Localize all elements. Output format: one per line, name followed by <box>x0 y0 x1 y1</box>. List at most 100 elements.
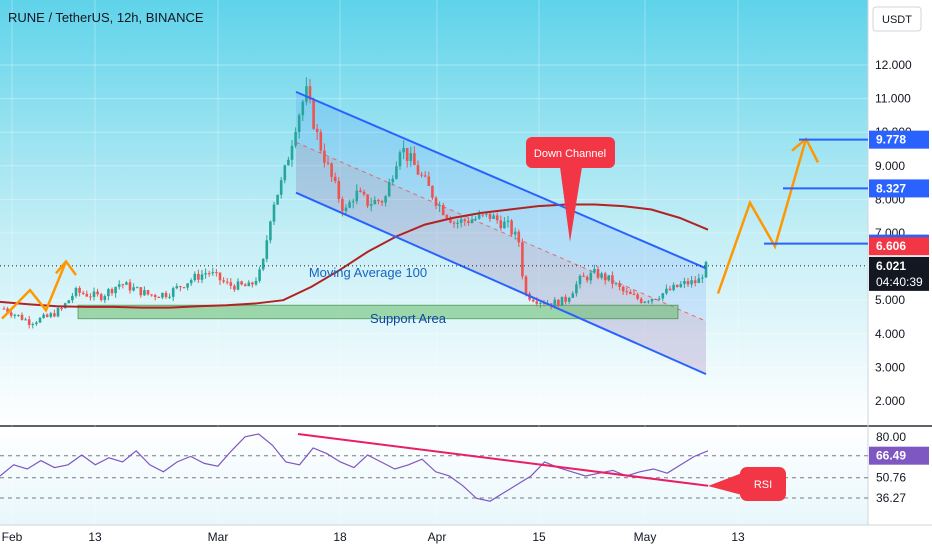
candle-body-50 <box>182 287 186 289</box>
support-zone-rect <box>77 304 679 320</box>
ma-100-line <box>0 203 709 309</box>
rsi-level-label-0: 80.00 <box>876 430 906 444</box>
candle-body-89 <box>323 150 326 163</box>
candle-body-108 <box>391 178 395 183</box>
candle-body-142 <box>513 231 517 235</box>
candle-body-70 <box>254 280 258 285</box>
candle-body-128 <box>463 219 467 222</box>
price-label-box-0 <box>869 130 929 149</box>
candle-body-53 <box>193 273 197 281</box>
candle-body-173 <box>625 291 629 293</box>
candle-body-6 <box>24 319 27 321</box>
candle-body-40 <box>146 290 150 295</box>
candle-body-36 <box>132 287 135 291</box>
candle-body-24 <box>89 296 92 298</box>
rsi-line <box>0 433 709 502</box>
countdown-label: 04:40:39 <box>876 275 923 289</box>
candle-body-161 <box>582 275 585 277</box>
candle-body-98 <box>355 190 359 202</box>
candle-body-30 <box>110 289 114 294</box>
candle-body-137 <box>495 215 499 221</box>
candle-body-194 <box>701 277 704 279</box>
candle-body-73 <box>265 240 269 259</box>
candle-body-67 <box>243 284 247 287</box>
candle-body-61 <box>222 280 225 282</box>
candle-body-166 <box>600 273 603 278</box>
candle-body-19 <box>71 295 74 301</box>
candle-body-74 <box>269 221 272 241</box>
candle-body-38 <box>139 287 143 296</box>
candle-body-32 <box>117 284 121 287</box>
candle-body-94 <box>341 199 344 212</box>
rsi-trendline <box>297 432 709 487</box>
candle-body-107 <box>387 182 391 197</box>
price-tick-label-1: 11.000 <box>875 92 911 106</box>
candle-body-133 <box>481 214 485 216</box>
candle-body-183 <box>661 293 665 299</box>
time-tick-label-5: 15 <box>532 530 546 544</box>
candle-body-190 <box>686 281 690 285</box>
currency-button[interactable]: USDT <box>872 6 922 32</box>
candle-body-126 <box>456 222 459 224</box>
time-tick-label-2: Mar <box>208 530 229 544</box>
candle-body-140 <box>506 220 510 222</box>
candle-body-78 <box>283 165 287 181</box>
price-label-box-1 <box>869 179 929 198</box>
candle-body-43 <box>157 297 161 299</box>
moving-average-label: Moving Average 100 <box>309 265 427 280</box>
candle-body-176 <box>636 294 639 299</box>
candle-body-41 <box>150 294 153 296</box>
candle-body-113 <box>409 153 413 161</box>
left-projection-arrow <box>1 261 68 320</box>
candle-body-130 <box>470 219 474 223</box>
candle-body-59 <box>215 272 218 274</box>
channel-lower-line <box>295 191 707 376</box>
candle-body-109 <box>395 166 398 179</box>
candle-body-65 <box>236 281 240 290</box>
candle-body-37 <box>135 287 139 289</box>
candle-body-101 <box>366 194 369 206</box>
price-label-box-4 <box>869 256 929 291</box>
candle-body-26 <box>96 291 99 295</box>
candle-body-115 <box>416 165 420 175</box>
candle-body-125 <box>452 222 456 224</box>
candle-body-72 <box>261 258 265 270</box>
candle-body-178 <box>643 301 647 303</box>
candle-body-170 <box>614 283 618 285</box>
target-lines <box>764 138 868 245</box>
candle-body-154 <box>557 299 560 306</box>
candle-body-31 <box>114 286 117 294</box>
price-label-3: 6.606 <box>876 239 906 253</box>
candle-body-25 <box>92 291 96 297</box>
candle-body-85 <box>308 86 312 100</box>
candle-body-117 <box>423 175 427 177</box>
candle-body-100 <box>362 191 366 195</box>
time-axis: Feb 13 Mar 18 Apr 15 May 13 <box>0 524 932 550</box>
candle-body-191 <box>690 280 693 285</box>
price-tick-label-3: 9.000 <box>875 159 905 173</box>
candle-body-21 <box>78 287 81 293</box>
candle-body-77 <box>279 180 283 195</box>
candle-body-158 <box>571 293 575 298</box>
candle-body-81 <box>294 131 297 146</box>
support-zone <box>77 304 679 320</box>
candle-body-14 <box>53 313 56 317</box>
candle-body-111 <box>402 147 405 153</box>
candle-body-147 <box>531 299 535 302</box>
candle-body-71 <box>258 269 261 281</box>
candle-body-45 <box>164 292 168 298</box>
candle-body-95 <box>344 207 348 212</box>
candle-body-80 <box>290 145 294 160</box>
price-tick-label-10: 2.000 <box>875 394 905 408</box>
candle-body-163 <box>589 272 593 281</box>
candle-body-16 <box>60 307 63 309</box>
candle-body-156 <box>564 296 567 302</box>
right-projection-arrow <box>716 138 808 294</box>
candle-body-29 <box>107 289 110 297</box>
candle-body-5 <box>20 314 24 320</box>
candle-body-177 <box>639 298 643 303</box>
candle-body-55 <box>200 274 204 280</box>
candle-body-18 <box>67 300 71 304</box>
